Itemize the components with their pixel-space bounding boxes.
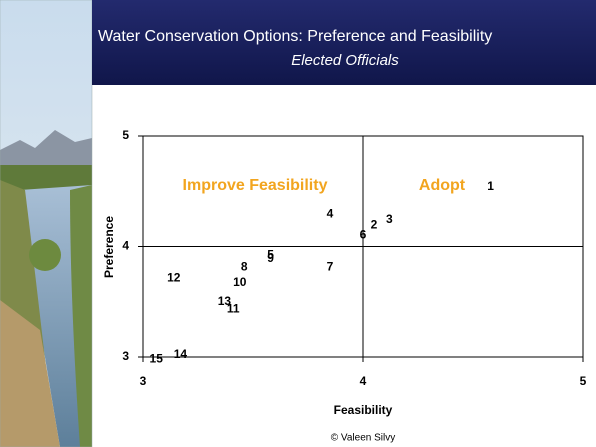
- point-label: 2: [371, 218, 378, 232]
- y-tick-label: 4: [122, 239, 129, 253]
- x-tick-label: 3: [140, 374, 147, 388]
- point-label: 5: [267, 248, 274, 262]
- quadrant-label: Improve Feasibility: [183, 177, 328, 194]
- x-axis-label: Feasibility: [334, 403, 393, 417]
- footer: © Valeen Silvy: [331, 433, 395, 444]
- subtitle: Elected Officials: [291, 52, 399, 69]
- point-label: 14: [174, 347, 188, 361]
- point-label: 9: [267, 251, 274, 265]
- point-label: 10: [233, 275, 247, 289]
- y-tick-label: 3: [122, 349, 129, 363]
- point-label: 3: [386, 212, 393, 226]
- quadrant-label: Adopt: [419, 177, 466, 194]
- point-label: 4: [327, 207, 334, 221]
- point-label: 11: [227, 302, 240, 316]
- point-label: 6: [360, 228, 367, 242]
- point-label: 1: [487, 179, 494, 193]
- photo-strip: [0, 0, 93, 447]
- point-label: 12: [167, 271, 181, 285]
- point-label: 15: [150, 351, 164, 365]
- title-bar: [92, 0, 596, 85]
- x-tick-label: 4: [360, 374, 367, 388]
- y-axis-label: Preference: [102, 216, 116, 278]
- y-tick-label: 5: [122, 128, 129, 142]
- title: Water Conservation Options: Preference a…: [98, 28, 492, 45]
- point-label: 8: [241, 260, 248, 274]
- x-tick-label: 5: [580, 374, 587, 388]
- point-label: 13: [218, 294, 232, 308]
- point-label: 7: [327, 260, 334, 274]
